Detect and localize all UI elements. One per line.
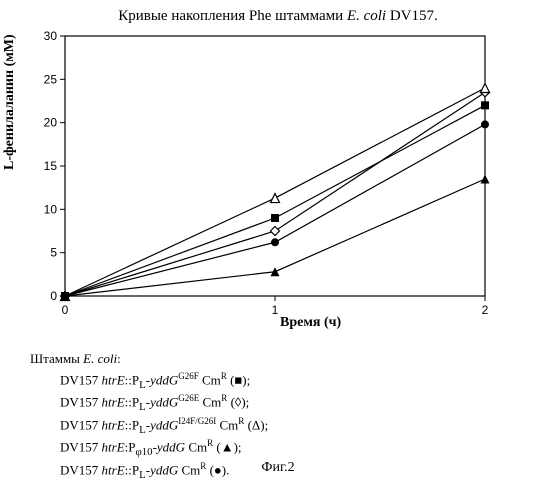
figure-caption: Фиг.2 (0, 460, 556, 476)
chart-title: Кривые накопления Phe штаммами E. coli D… (0, 8, 556, 25)
svg-text:5: 5 (50, 246, 57, 260)
legend-item: DV157 htrE::PL-yddGG26E CmR (◊); (60, 392, 268, 415)
x-axis-label: Время (ч) (280, 315, 341, 331)
svg-text:15: 15 (44, 159, 58, 173)
svg-text:0: 0 (50, 289, 57, 303)
legend-header: Штаммы E. coli: (30, 350, 268, 368)
legend-item: DV157 htrE::PL-yddGI24F/G26I CmR (Δ); (60, 415, 268, 438)
svg-text:0: 0 (62, 303, 69, 317)
svg-text:30: 30 (44, 30, 58, 43)
svg-text:25: 25 (44, 72, 58, 86)
title-prefix: Кривые накопления Phe штаммами (118, 8, 347, 24)
line-chart: 0 5 10 15 20 25 30 0 1 2 (20, 30, 497, 321)
svg-text:10: 10 (44, 202, 58, 216)
y-axis-label: L-фенилаланин (мМ) (2, 34, 18, 170)
legend-item: DV157 htrE::PL-yddGG26F CmR (■); (60, 370, 268, 393)
svg-text:2: 2 (482, 303, 489, 317)
svg-text:1: 1 (272, 303, 279, 317)
figure-container: Кривые накопления Phe штаммами E. coli D… (0, 0, 556, 500)
title-suffix: DV157. (386, 8, 438, 24)
svg-text:20: 20 (44, 116, 58, 130)
legend-item: DV157 htrE:Pφ10-yddG CmR (▲); (60, 437, 268, 460)
title-italic: E. coli (347, 8, 386, 24)
